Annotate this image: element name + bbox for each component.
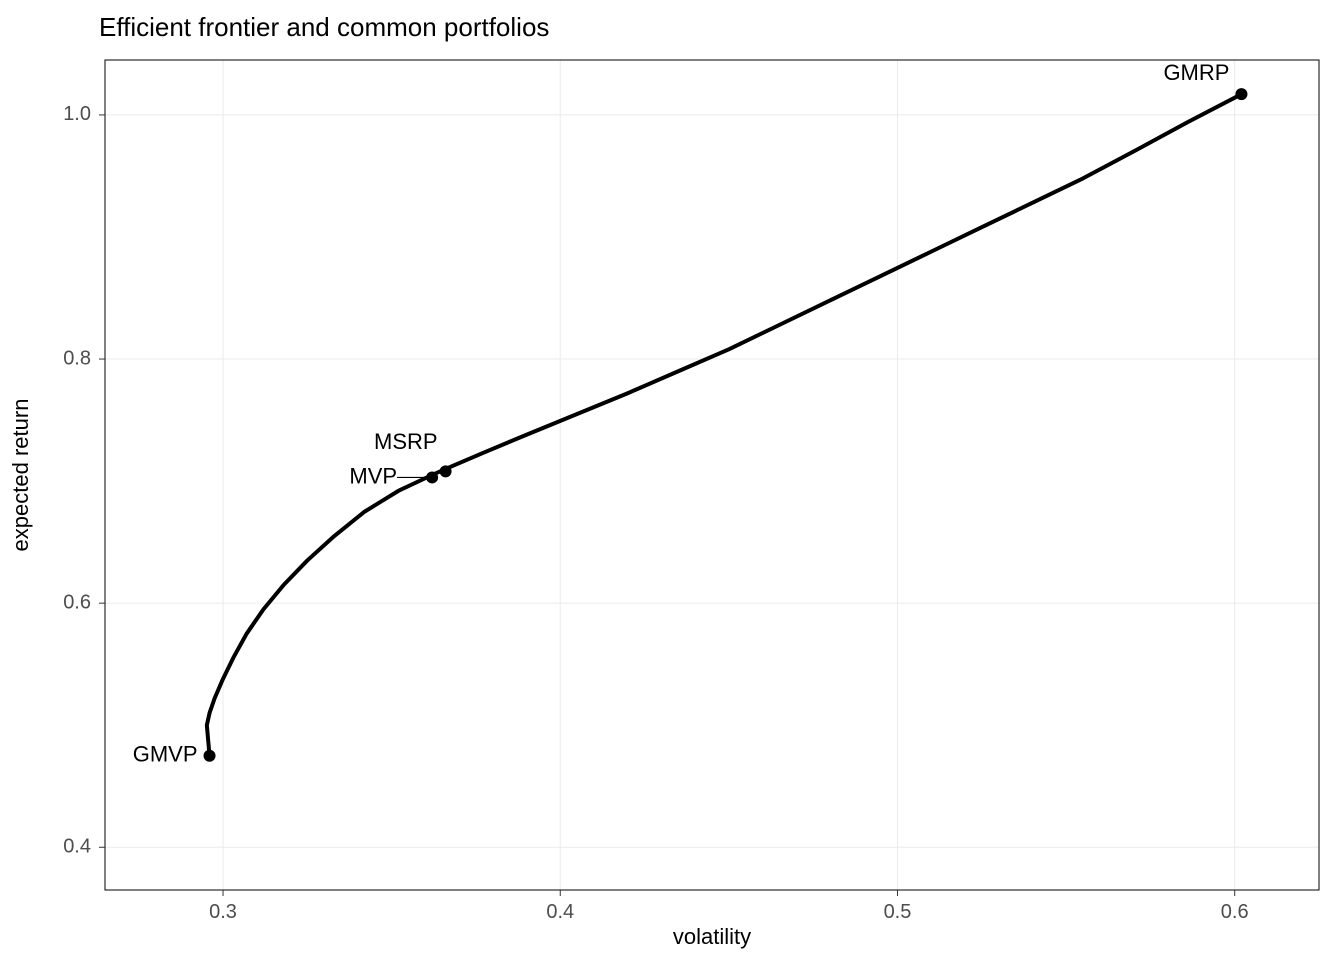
portfolio-label-msrp: MSRP (374, 429, 438, 454)
y-tick-label: 1.0 (63, 103, 91, 125)
x-tick-label: 0.5 (884, 901, 912, 923)
x-axis-label: volatility (673, 924, 751, 949)
y-tick-label: 0.4 (63, 836, 91, 858)
portfolio-point-gmrp (1235, 88, 1247, 100)
x-tick-label: 0.4 (546, 901, 574, 923)
x-tick-label: 0.6 (1221, 901, 1249, 923)
portfolio-point-mvp (426, 471, 438, 483)
efficient-frontier-chart: Efficient frontier and common portfolios… (0, 0, 1344, 960)
portfolio-label-gmrp: GMRP (1163, 60, 1229, 85)
portfolio-label-gmvp: GMVP (133, 742, 198, 767)
portfolio-point-gmvp (204, 750, 216, 762)
y-axis-label: expected return (8, 399, 33, 552)
portfolio-label-mvp: MVP (349, 463, 397, 488)
x-tick-label: 0.3 (209, 901, 237, 923)
portfolio-point-msrp (440, 465, 452, 477)
y-tick-label: 0.6 (63, 591, 91, 613)
chart-title: Efficient frontier and common portfolios (99, 12, 549, 42)
y-tick-label: 0.8 (63, 347, 91, 369)
